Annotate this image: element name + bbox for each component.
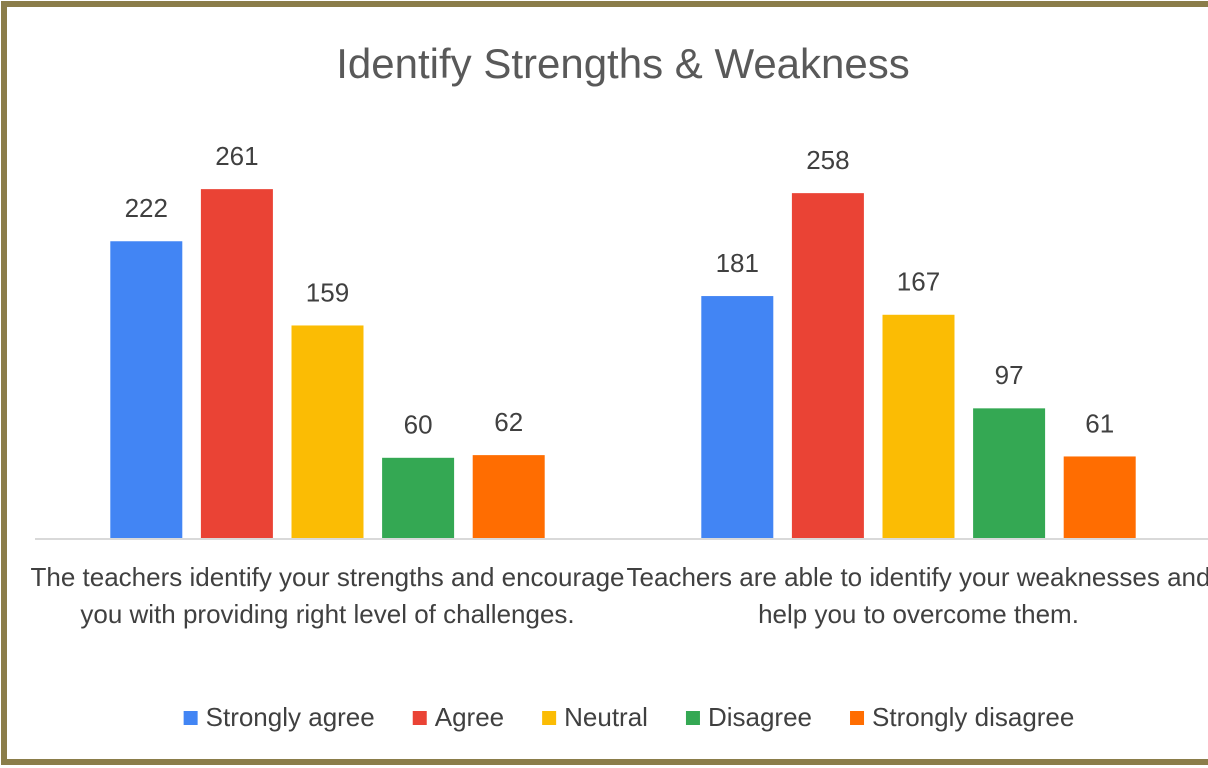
bar bbox=[291, 325, 364, 538]
legend-swatch bbox=[412, 711, 427, 725]
legend-label: Strongly disagree bbox=[872, 702, 1074, 732]
bar bbox=[701, 296, 774, 538]
data-label: 62 bbox=[494, 407, 523, 437]
data-label: 222 bbox=[125, 193, 168, 223]
legend-label: Neutral bbox=[564, 702, 648, 732]
data-label: 60 bbox=[404, 410, 433, 440]
legend-swatch bbox=[850, 711, 865, 725]
bar bbox=[472, 455, 545, 538]
x-tick-label: Teachers are able to identify your weakn… bbox=[626, 562, 1208, 629]
data-label: 97 bbox=[995, 360, 1024, 390]
data-label: 61 bbox=[1085, 408, 1114, 438]
bar bbox=[882, 314, 955, 538]
data-label: 258 bbox=[806, 145, 849, 175]
legend-label: Strongly agree bbox=[206, 702, 375, 732]
legend-swatch bbox=[183, 711, 198, 725]
bar bbox=[382, 457, 455, 538]
data-label: 159 bbox=[306, 277, 349, 307]
chart-title: Identify Strengths & Weakness bbox=[336, 40, 910, 87]
legend-label: Disagree bbox=[708, 702, 812, 732]
legend-swatch bbox=[685, 711, 700, 725]
bar bbox=[973, 408, 1046, 538]
bar bbox=[1063, 456, 1136, 538]
bar bbox=[200, 189, 273, 538]
data-label: 181 bbox=[716, 248, 759, 278]
bar bbox=[110, 241, 183, 538]
data-label: 167 bbox=[897, 267, 940, 297]
x-tick-label: The teachers identify your strengths and… bbox=[30, 562, 625, 629]
bar bbox=[791, 193, 864, 538]
data-label: 261 bbox=[215, 141, 258, 171]
legend-label: Agree bbox=[435, 702, 504, 732]
legend-swatch bbox=[542, 711, 557, 725]
